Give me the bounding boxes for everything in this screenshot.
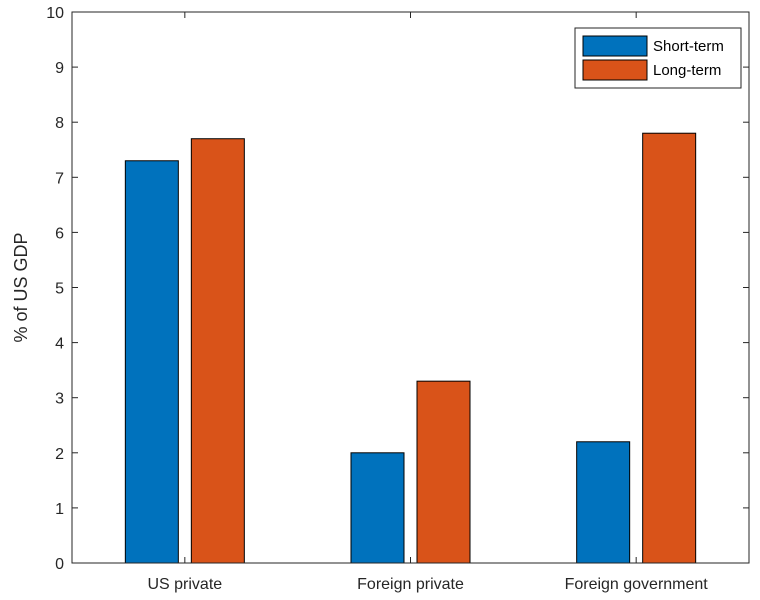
bar-short-term-0 — [124, 160, 179, 564]
y-tick-label: 9 — [55, 60, 64, 77]
y-tick-label: 10 — [46, 5, 64, 22]
x-tick-label: US private — [147, 576, 222, 593]
legend-label-short-term: Short-term — [653, 38, 724, 55]
y-tick-label: 3 — [55, 391, 64, 408]
legend-label-long-term: Long-term — [653, 62, 721, 79]
plot-area — [72, 12, 749, 563]
y-tick-label: 6 — [55, 225, 64, 242]
x-ticks-group: US private Foreign private Foreign governm… — [147, 12, 708, 593]
y-tick-label: 7 — [55, 170, 64, 187]
x-tick-label: Foreign government — [565, 576, 709, 593]
bar-long-term-2 — [642, 132, 697, 564]
bars-group — [124, 132, 697, 564]
bar-long-term-0 — [190, 138, 245, 564]
y-tick-label: 8 — [55, 115, 64, 132]
bar-short-term-1 — [350, 452, 405, 564]
y-tick-label: 5 — [55, 281, 64, 298]
legend: Short-term Long-term — [574, 27, 742, 89]
x-tick-label: Foreign private — [357, 576, 464, 593]
y-axis-label: % of US GDP — [11, 232, 31, 342]
y-tick-label: 0 — [55, 556, 64, 573]
bar-short-term-2 — [576, 441, 631, 564]
y-tick-label: 1 — [55, 501, 64, 518]
y-tick-label: 4 — [55, 336, 64, 353]
legend-swatch-long-term — [582, 59, 648, 81]
bar-long-term-1 — [416, 380, 471, 564]
y-ticks-group: 0 1 2 3 4 5 6 7 8 9 10 — [46, 5, 749, 573]
y-tick-label: 2 — [55, 446, 64, 463]
legend-swatch-short-term — [582, 35, 648, 57]
